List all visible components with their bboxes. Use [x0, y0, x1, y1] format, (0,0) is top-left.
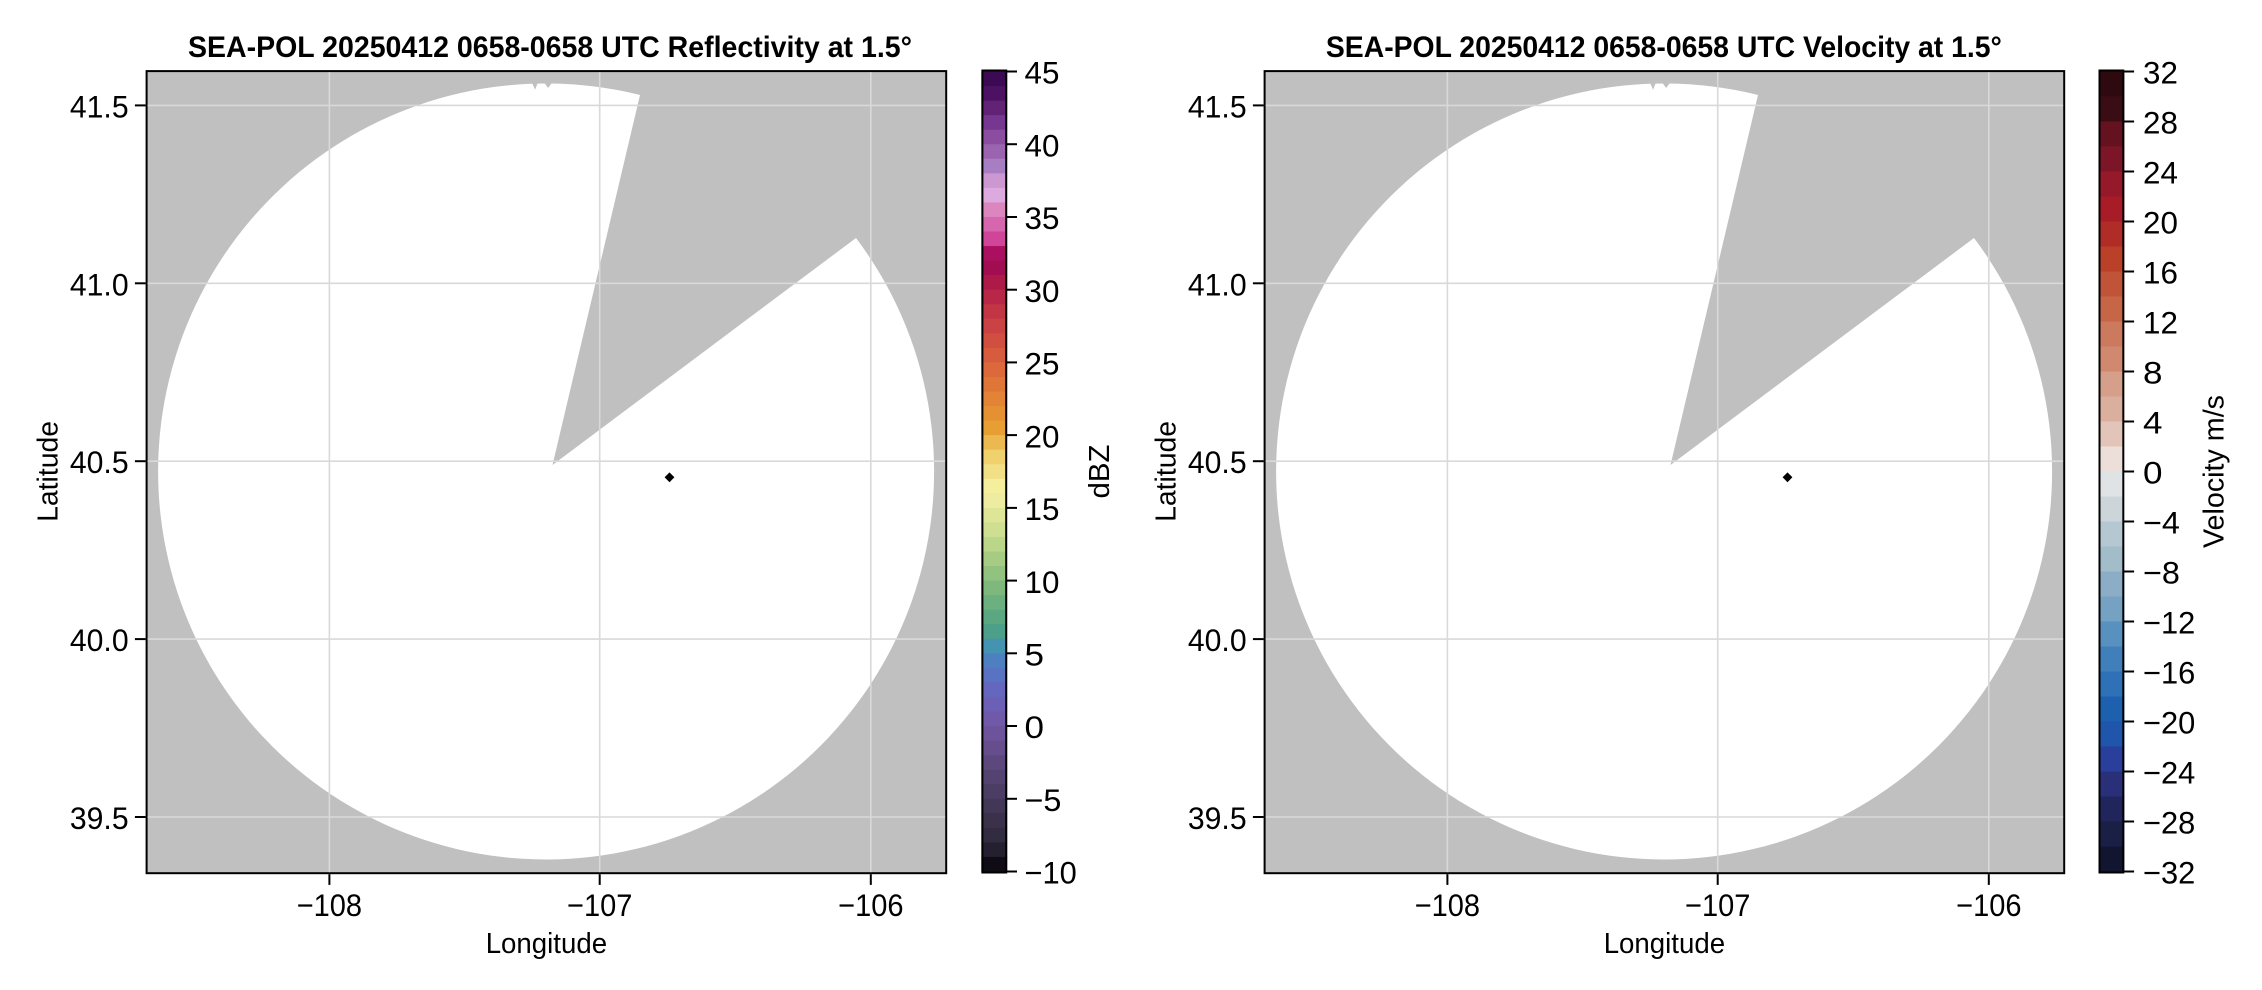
svg-text:−108: −108	[297, 887, 362, 923]
svg-text:SEA-POL 20250412 0658-0658 UTC: SEA-POL 20250412 0658-0658 UTC Velocity …	[1326, 31, 2002, 64]
svg-text:−107: −107	[567, 887, 632, 923]
svg-text:Longitude: Longitude	[486, 928, 607, 960]
svg-text:30: 30	[1025, 273, 1060, 309]
svg-text:−106: −106	[838, 887, 903, 923]
svg-text:0: 0	[2143, 455, 2163, 491]
svg-text:Velocity m/s: Velocity m/s	[2199, 395, 2231, 548]
svg-text:−10: −10	[1025, 855, 1077, 891]
svg-text:12: 12	[2143, 305, 2178, 341]
svg-text:−12: −12	[2143, 605, 2195, 641]
svg-text:15: 15	[1025, 491, 1060, 527]
svg-text:−4: −4	[2143, 505, 2180, 541]
svg-text:41.0: 41.0	[70, 266, 129, 302]
svg-text:5: 5	[1025, 637, 1045, 673]
svg-text:−24: −24	[2143, 755, 2195, 791]
svg-text:20: 20	[2143, 205, 2178, 241]
svg-text:41.5: 41.5	[70, 88, 129, 124]
svg-text:40.0: 40.0	[70, 622, 129, 658]
svg-text:39.5: 39.5	[70, 800, 129, 836]
svg-text:SEA-POL 20250412 0658-0658 UTC: SEA-POL 20250412 0658-0658 UTC Reflectiv…	[188, 31, 912, 64]
svg-text:−16: −16	[2143, 655, 2195, 691]
svg-text:−106: −106	[1956, 887, 2021, 923]
svg-text:−5: −5	[1025, 782, 1062, 818]
svg-text:28: 28	[2143, 105, 2178, 141]
svg-text:20: 20	[1025, 418, 1060, 454]
svg-text:40.5: 40.5	[70, 444, 129, 480]
svg-text:10: 10	[1025, 564, 1060, 600]
svg-text:4: 4	[2143, 405, 2163, 441]
svg-text:40.5: 40.5	[1188, 444, 1247, 480]
svg-text:−8: −8	[2143, 555, 2180, 591]
svg-text:−107: −107	[1685, 887, 1750, 923]
svg-text:45: 45	[1025, 55, 1060, 91]
svg-text:dBZ: dBZ	[1084, 445, 1116, 499]
svg-text:−108: −108	[1415, 887, 1480, 923]
svg-text:0: 0	[1025, 709, 1045, 745]
svg-text:8: 8	[2143, 355, 2163, 391]
svg-text:16: 16	[2143, 255, 2178, 291]
svg-text:41.0: 41.0	[1188, 266, 1247, 302]
svg-text:Longitude: Longitude	[1604, 928, 1725, 960]
svg-text:25: 25	[1025, 346, 1060, 382]
svg-text:−32: −32	[2143, 855, 2195, 891]
svg-text:40: 40	[1025, 127, 1060, 163]
svg-text:32: 32	[2143, 55, 2178, 91]
svg-text:−20: −20	[2143, 705, 2195, 741]
svg-text:−28: −28	[2143, 805, 2195, 841]
svg-text:Latitude: Latitude	[32, 421, 64, 522]
svg-text:24: 24	[2143, 155, 2178, 191]
svg-text:35: 35	[1025, 200, 1060, 236]
svg-text:40.0: 40.0	[1188, 622, 1247, 658]
svg-text:41.5: 41.5	[1188, 88, 1247, 124]
svg-text:Latitude: Latitude	[1150, 421, 1182, 522]
svg-text:39.5: 39.5	[1188, 800, 1247, 836]
